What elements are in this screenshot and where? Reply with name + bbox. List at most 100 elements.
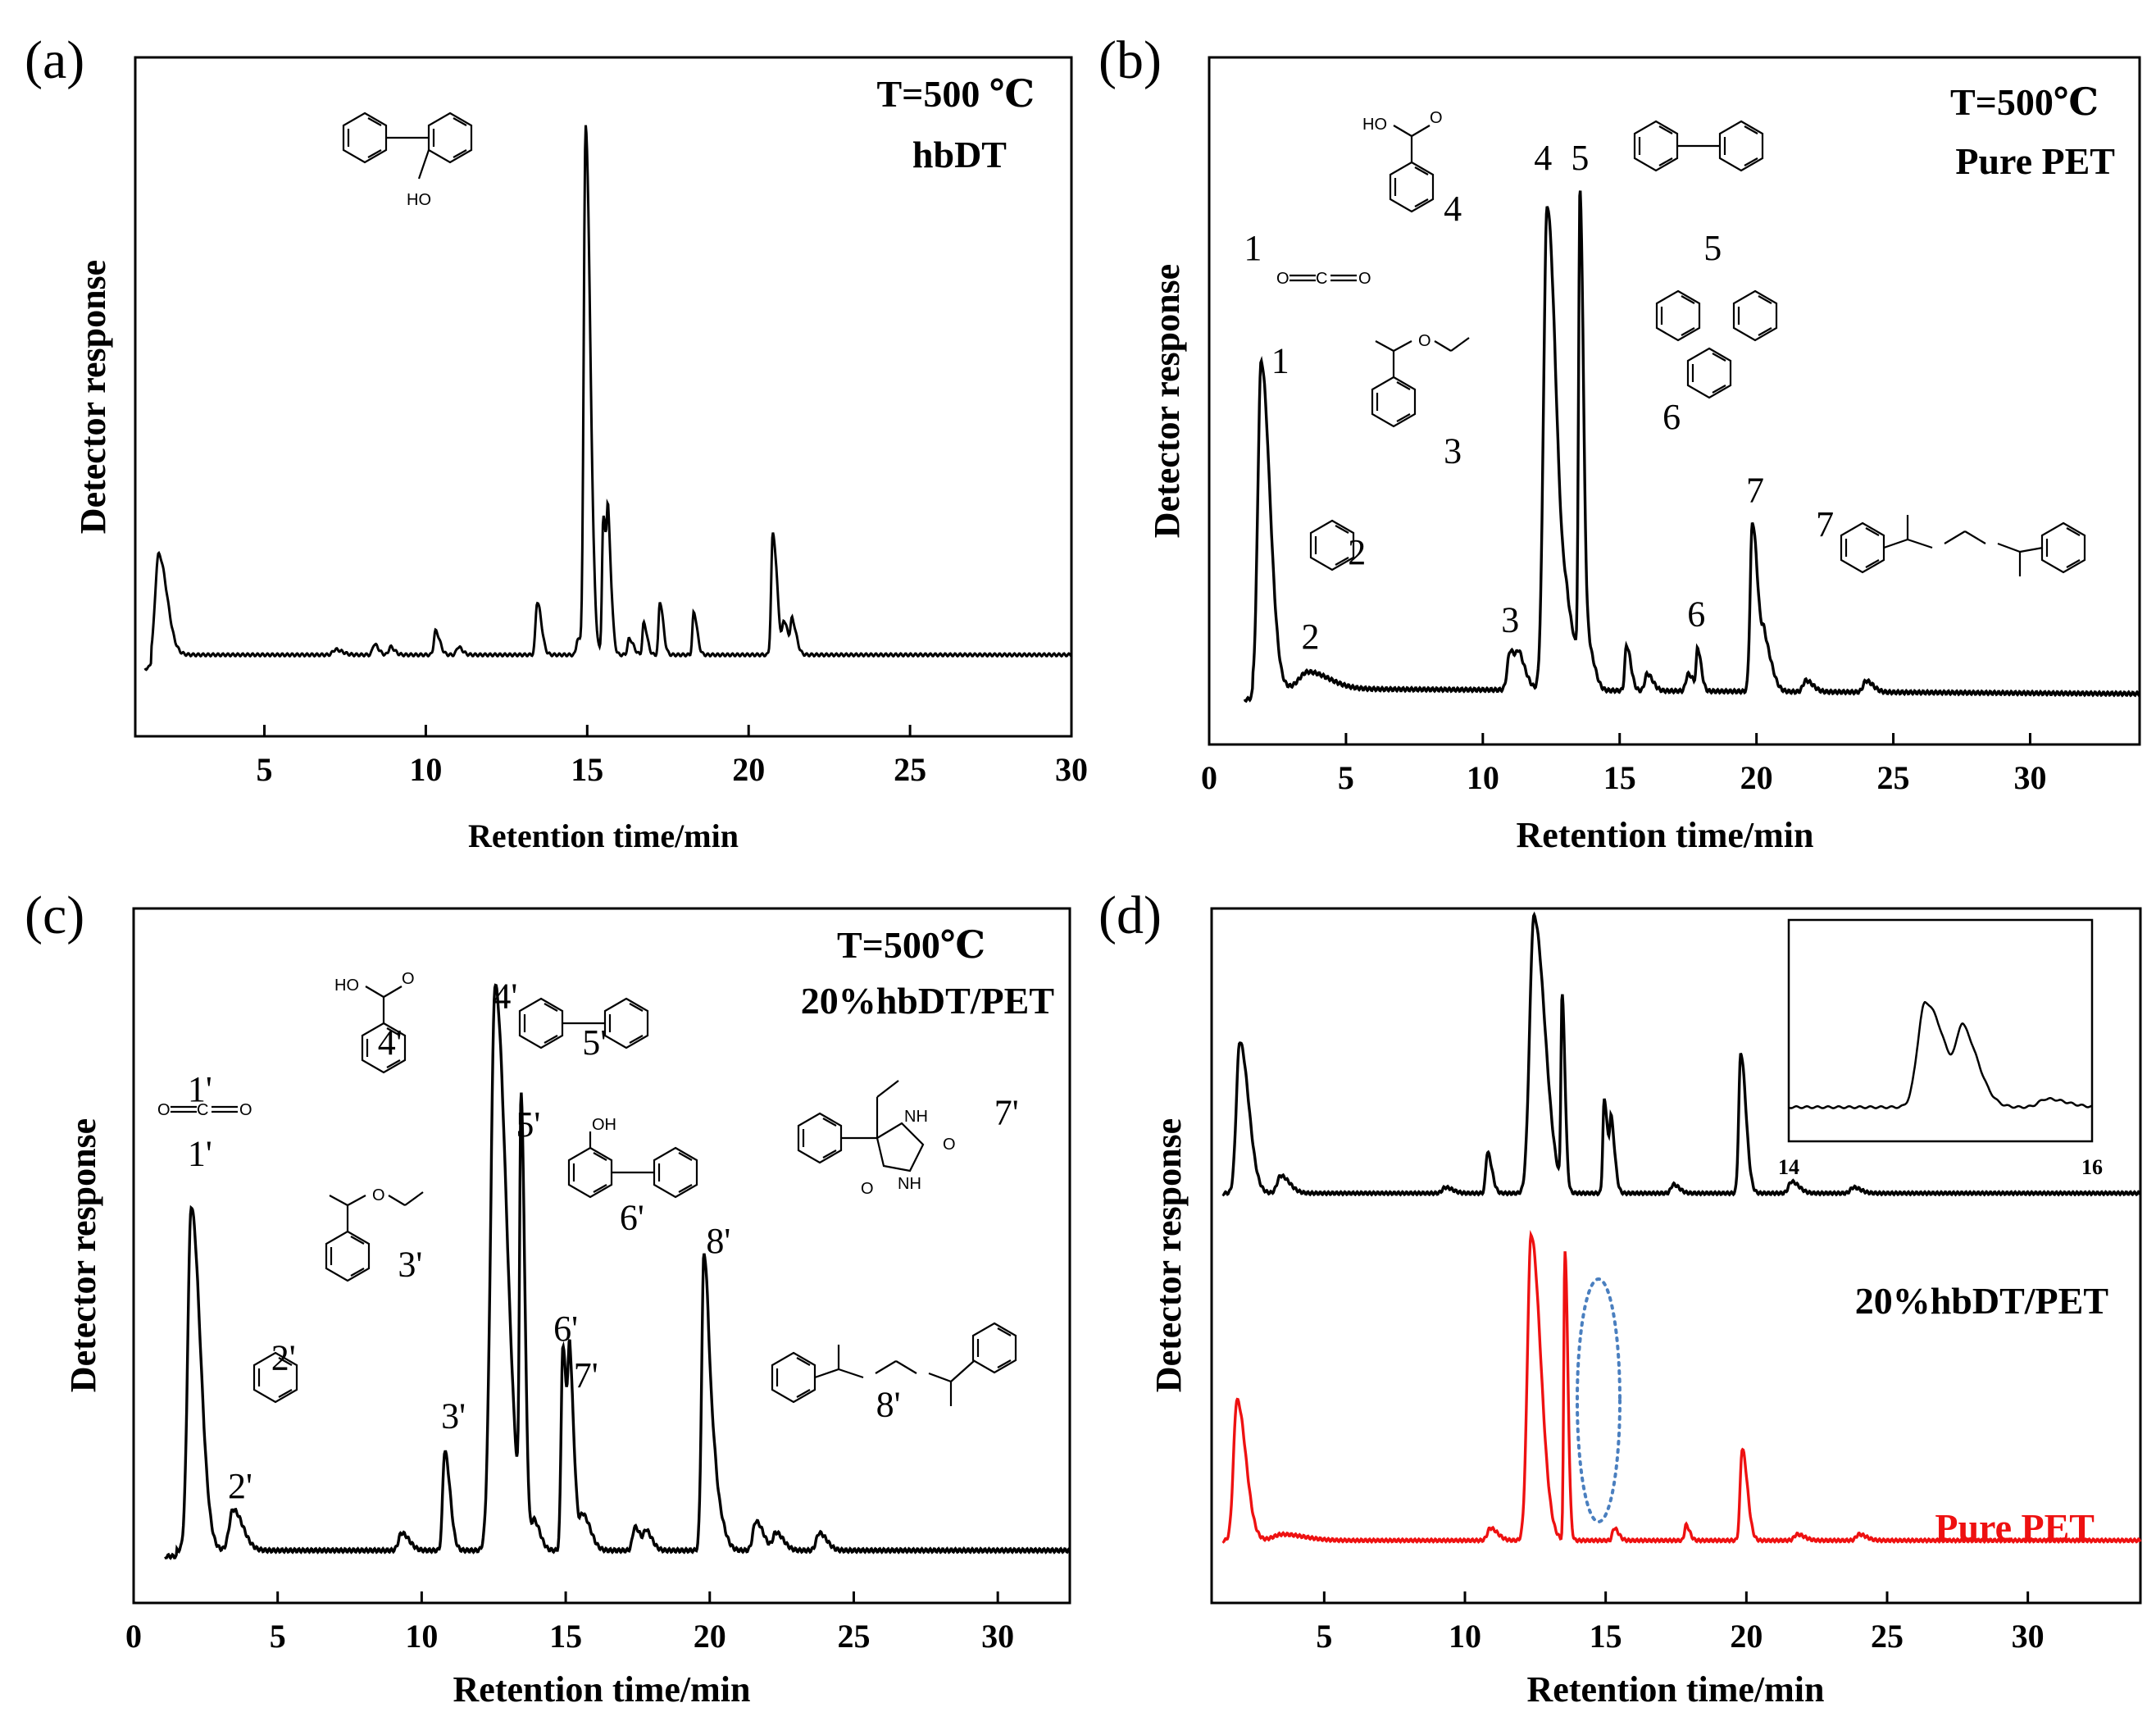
legend-20-hbdt-pet: 20%hbDT/PET: [1855, 1280, 2108, 1322]
terphenyl-structure-icon: [1655, 289, 1778, 399]
y-axis-label-d: Detector response: [1149, 1118, 1189, 1392]
y-axis-label-a: Detector response: [73, 260, 113, 534]
svg-text:O: O: [402, 970, 415, 988]
peak-label: 7: [1816, 504, 1834, 544]
svg-text:C: C: [1316, 270, 1327, 288]
x-tick-label: 15: [1590, 1618, 1622, 1655]
x-tick-label: 20: [732, 751, 765, 788]
peak-label: 6: [1662, 397, 1681, 437]
highlight-ellipse: [1576, 1277, 1622, 1523]
x-axis-label-c: Retention time/min: [453, 1669, 751, 1710]
peak-label: 3': [398, 1245, 422, 1285]
peak-label: 7': [994, 1093, 1019, 1133]
panel-a: (a) 5 10 15 20 25 30 T=500 ℃ hbDT HO Retentio…: [25, 30, 1088, 854]
peak-label: 4: [1444, 189, 1462, 229]
svg-text:O: O: [1418, 332, 1431, 350]
inset-tick-label: 14: [1778, 1155, 1799, 1179]
ethylene-dibenzoate-structure-icon: [1840, 515, 2086, 576]
y-axis-label-b: Detector response: [1147, 264, 1187, 538]
plot-frame-d: [1210, 907, 2142, 1605]
peak-label: 1': [188, 1133, 212, 1173]
svg-text:O: O: [1276, 270, 1290, 288]
peak-label: 2: [1348, 532, 1366, 572]
svg-text:HO: HO: [1362, 116, 1387, 134]
peak-label: 1': [188, 1069, 212, 1109]
svg-text:C: C: [197, 1101, 208, 1119]
x-axis-label-a: Retention time/min: [468, 817, 739, 854]
peak-label: 8': [706, 1221, 730, 1261]
benzene-structure-icon: [1309, 519, 1355, 571]
inset-chromatogram: [1788, 1001, 2093, 1109]
x-axis-ticks-a: 5 10 15 20 25 30: [257, 725, 1088, 788]
peak-label: 1: [1244, 228, 1262, 268]
x-tick-label: 30: [1055, 751, 1088, 788]
inset-plot: 14 16: [1778, 918, 2103, 1179]
peak-label: 3': [441, 1396, 466, 1436]
svg-text:OH: OH: [592, 1116, 616, 1134]
panel-label-b: (b): [1098, 30, 1162, 90]
peak-label: 5': [582, 1022, 607, 1063]
x-axis-label-b: Retention time/min: [1517, 815, 1814, 855]
inset-ticks: 14 16: [1778, 1155, 2103, 1179]
x-tick-label: 20: [1730, 1618, 1763, 1655]
x-tick-label: 20: [1740, 759, 1773, 796]
x-tick-label: 30: [2012, 1618, 2045, 1655]
x-tick-label: 25: [894, 751, 926, 788]
benzoic-acid-structure-icon: HO O: [334, 970, 415, 1074]
x-tick-label: 30: [981, 1618, 1014, 1655]
benzoic-acid-structure-icon: HO O: [1362, 109, 1443, 213]
x-tick-label: 15: [549, 1618, 582, 1655]
x-tick-label: 25: [837, 1618, 870, 1655]
panel-label-a: (a): [25, 30, 84, 90]
svg-text:O: O: [1430, 109, 1443, 127]
peak-label: 6': [620, 1198, 644, 1238]
condition-temp-a: T=500 ℃: [876, 73, 1035, 115]
x-tick-label: 5: [270, 1618, 286, 1655]
svg-text:O: O: [861, 1180, 874, 1198]
legend-pure-pet: Pure PET: [1935, 1506, 2095, 1548]
svg-text:O: O: [157, 1101, 171, 1119]
panel-label-c: (c): [25, 886, 84, 945]
peak-label: 7: [1746, 471, 1764, 511]
peak-label: 2: [1302, 617, 1320, 657]
x-tick-label: 10: [1449, 1618, 1481, 1655]
svg-text:HO: HO: [334, 977, 359, 995]
ethylene-dibenzoate-structure-icon: [771, 1322, 1017, 1406]
x-tick-label: 5: [1316, 1618, 1332, 1655]
svg-text:O: O: [1358, 270, 1371, 288]
inset-tick-label: 16: [2081, 1155, 2103, 1179]
peak-label: 1: [1271, 340, 1290, 380]
peak-label: 3: [1501, 600, 1519, 640]
peak-labels-c: 1'1'2'3'4'5'6'7'8'2'3'4'5'6'7'8': [188, 976, 1019, 1506]
peak-label: 6': [553, 1309, 578, 1349]
svg-text:NH: NH: [904, 1108, 928, 1126]
peak-label: 4: [1534, 138, 1552, 178]
x-tick-label: 5: [1338, 759, 1354, 796]
panel-b: (b) 0 5 10 15 20 25 30 T=500℃ Pure PET 112 34 56…: [1098, 30, 2141, 855]
chromatogram-pure-pet-series: [1221, 1229, 2142, 1544]
x-tick-label: 20: [694, 1618, 726, 1655]
biphenyl-structure-icon: [518, 997, 649, 1049]
peak-label: 7': [574, 1355, 598, 1395]
peak-label: 6: [1687, 594, 1705, 635]
x-axis-label-d: Retention time/min: [1527, 1669, 1825, 1710]
peak-label: 4': [378, 1022, 403, 1063]
hydroxybiphenyl-structure-icon: OH: [567, 1116, 698, 1199]
vinyl-benzoate-structure-icon: O: [325, 1186, 424, 1282]
peak-label: 5: [1703, 228, 1722, 268]
x-tick-label: 10: [405, 1618, 438, 1655]
hydroxyl-label: HO: [407, 191, 431, 209]
condition-sample-b: Pure PET: [1955, 140, 2115, 182]
x-tick-label: 0: [125, 1618, 142, 1655]
condition-temp-c: T=500℃: [837, 924, 985, 966]
svg-text:O: O: [239, 1101, 252, 1119]
y-axis-label-c: Detector response: [63, 1118, 103, 1392]
plot-frame-c: [132, 907, 1071, 1605]
biphenyl-structure-icon: [1633, 120, 1764, 172]
panel-d: (d) 5 10 15 20 25 30 20%hbDT/PET Pure PET 14 1…: [1098, 886, 2142, 1710]
chromatogram-hbdt: [143, 125, 1072, 672]
